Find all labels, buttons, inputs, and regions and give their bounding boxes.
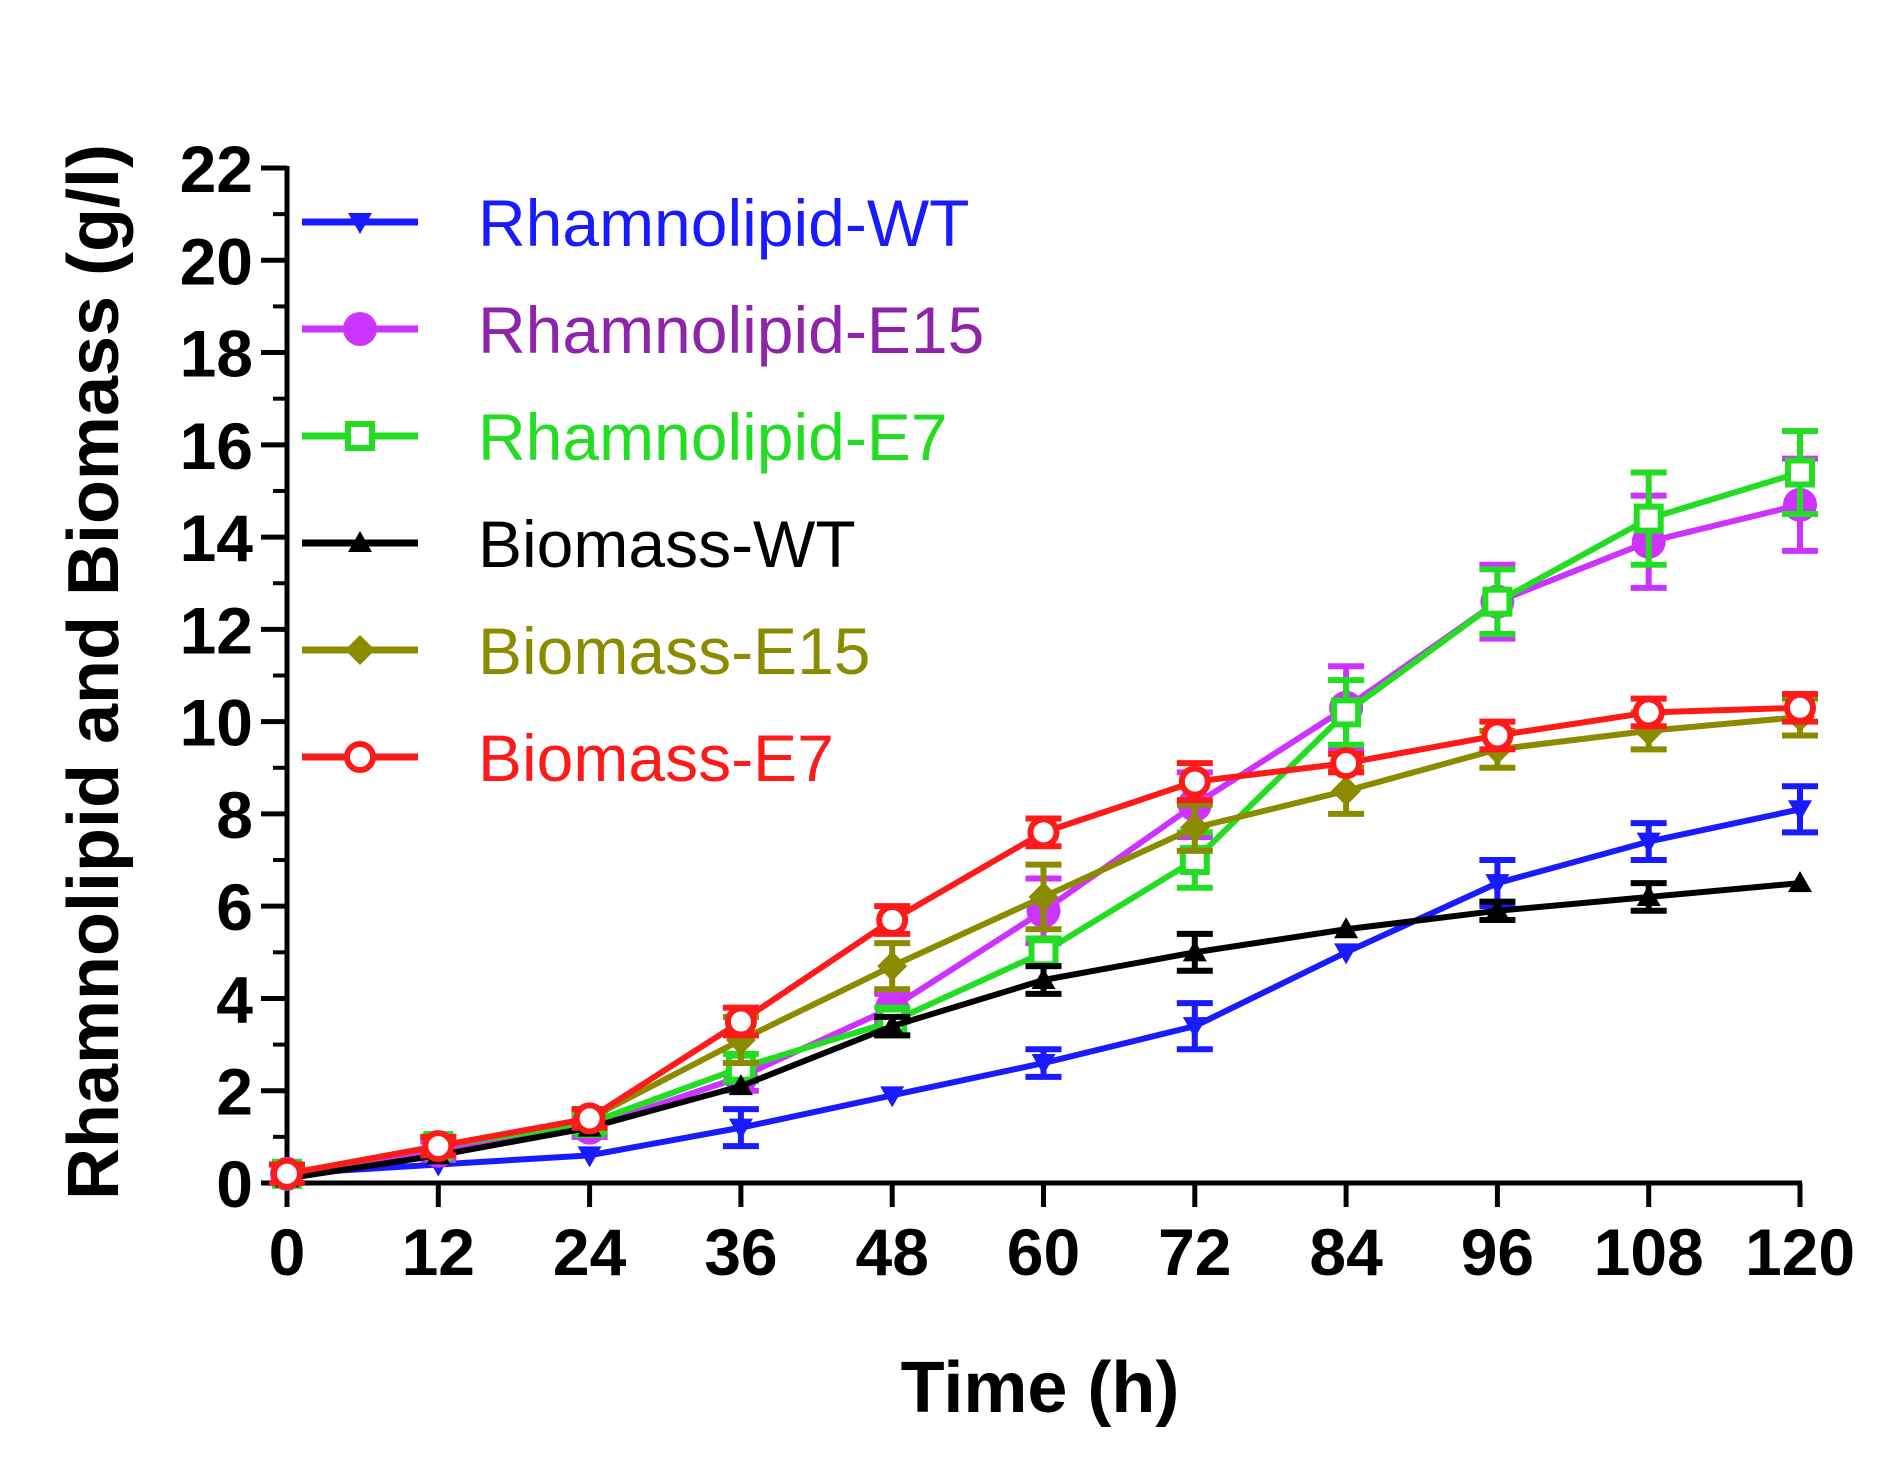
y-tick-label: 18 — [180, 317, 253, 391]
legend-item: Rhamnolipid-WT — [302, 186, 969, 260]
legend: Rhamnolipid-WT Rhamnolipid-E15 Rhamnolipid… — [302, 186, 984, 795]
data-point — [1636, 884, 1661, 906]
data-point — [1482, 586, 1513, 617]
legend-item: Biomass-E15 — [302, 614, 871, 688]
data-point — [1028, 937, 1059, 968]
legend-label: Biomass-E15 — [478, 614, 871, 688]
x-tick-label: 108 — [1594, 1215, 1704, 1289]
data-point — [728, 1074, 753, 1096]
legend-label: Rhamnolipid-E7 — [478, 400, 948, 474]
data-point — [880, 1086, 905, 1108]
y-axis-label: Rhamnolipid and Biomass (g/l) — [54, 144, 134, 1200]
data-point — [1788, 800, 1812, 822]
y-tick-label: 4 — [216, 962, 253, 1036]
y-tick-label: 10 — [180, 686, 253, 760]
data-point — [1031, 968, 1056, 989]
data-point — [728, 1118, 753, 1140]
data-point — [1334, 917, 1359, 939]
data-point — [1178, 765, 1211, 798]
legend-label: Rhamnolipid-WT — [478, 186, 969, 260]
data-point — [724, 1005, 757, 1038]
data-point — [1182, 1017, 1207, 1039]
data-point — [1027, 816, 1060, 849]
x-tick-label: 72 — [1158, 1215, 1231, 1289]
y-tick-label: 8 — [216, 778, 253, 852]
data-point — [877, 951, 908, 982]
data-point — [1788, 871, 1812, 893]
series-layer — [269, 427, 1818, 1191]
x-tick-label: 36 — [704, 1215, 777, 1289]
legend-item: Biomass-E7 — [302, 721, 834, 795]
legend-label: Biomass-E7 — [478, 721, 834, 795]
data-point — [1633, 503, 1664, 534]
series-rhamnolipid-wt — [275, 783, 1818, 1186]
x-tick-label: 84 — [1309, 1215, 1383, 1289]
y-tick-label: 12 — [180, 593, 253, 667]
legend-item: Rhamnolipid-E15 — [302, 293, 984, 367]
legend-label: Rhamnolipid-E15 — [478, 293, 984, 367]
data-point — [1182, 940, 1207, 962]
series-biomass-e7 — [269, 690, 1818, 1190]
data-point — [1632, 696, 1665, 729]
x-tick-label: 24 — [553, 1215, 627, 1289]
legend-marker — [345, 421, 375, 451]
y-tick-label: 16 — [180, 409, 253, 483]
data-point — [1331, 697, 1362, 728]
data-point — [1485, 898, 1510, 920]
y-tick-label: 22 — [180, 132, 253, 206]
data-point — [1028, 881, 1059, 912]
x-tick-label: 12 — [402, 1215, 475, 1289]
data-point — [1179, 812, 1210, 843]
data-point — [577, 1146, 602, 1168]
data-point — [1330, 747, 1363, 780]
legend-marker — [343, 312, 377, 346]
data-point — [1485, 874, 1510, 896]
y-tick-label: 20 — [180, 224, 253, 298]
x-axis-label: Time (h) — [901, 1348, 1180, 1428]
x-tick-label: 96 — [1461, 1215, 1534, 1289]
series-biomass-wt — [275, 871, 1812, 1188]
legend-label: Biomass-WT — [478, 507, 856, 581]
data-point — [573, 1102, 606, 1135]
data-point — [271, 1157, 303, 1190]
legend-marker — [344, 741, 376, 773]
legend-marker — [348, 531, 372, 552]
data-point — [876, 904, 909, 937]
x-tick-label: 0 — [269, 1215, 306, 1289]
x-tick-label: 48 — [855, 1215, 928, 1289]
x-tick-label: 120 — [1745, 1215, 1855, 1289]
data-point — [1784, 691, 1816, 724]
data-point — [880, 1014, 905, 1036]
y-tick-label: 0 — [216, 1147, 253, 1221]
data-point — [1031, 1054, 1056, 1076]
data-point — [422, 1130, 455, 1163]
data-point — [1636, 832, 1661, 854]
legend-item: Rhamnolipid-E7 — [302, 400, 948, 474]
data-point — [1785, 457, 1815, 488]
legend-item: Biomass-WT — [302, 507, 856, 581]
y-tick-label: 2 — [216, 1055, 253, 1129]
data-point — [1334, 943, 1359, 965]
legend-marker — [345, 635, 375, 665]
data-point — [1331, 775, 1362, 806]
x-tick-label: 60 — [1007, 1215, 1080, 1289]
legend-marker — [348, 213, 372, 234]
data-point — [1481, 719, 1514, 752]
y-tick-label: 14 — [180, 501, 254, 575]
y-tick-label: 6 — [216, 870, 253, 944]
